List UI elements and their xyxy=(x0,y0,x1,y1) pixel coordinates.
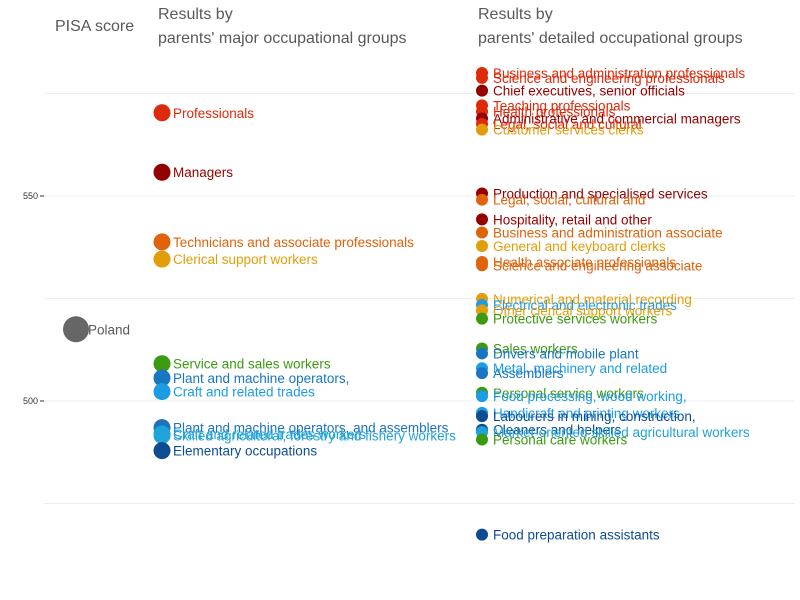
major-group-point xyxy=(153,233,171,251)
detailed-group-point xyxy=(476,259,488,272)
detailed-group-label: Drivers and mobile plant xyxy=(493,346,639,361)
major-group-point xyxy=(153,250,171,268)
major-group-label: Craft and related trades xyxy=(173,385,315,400)
detailed-group-label: Health professionals xyxy=(493,105,616,120)
major-group-label: Technicians and associate professionals xyxy=(173,235,414,250)
major-group-point xyxy=(153,426,171,444)
detailed-group-point xyxy=(476,312,488,325)
detailed-group-point xyxy=(476,347,488,360)
major-group-point xyxy=(153,163,171,181)
major-group-point xyxy=(153,442,171,460)
major-header-line1: Results by xyxy=(158,6,233,23)
detailed-group-label: Science and engineering associate xyxy=(493,258,702,273)
major-group-label: Elementary occupations xyxy=(173,444,317,459)
detailed-group-label: Health associate professionals xyxy=(493,255,676,270)
major-group-label: Skilled agricultural, forestry and fishe… xyxy=(173,428,456,443)
y-tick-label: 500 xyxy=(23,396,38,406)
detailed-group-label: Food processing, wood working, xyxy=(493,389,687,404)
detailed-group-point xyxy=(476,390,488,403)
detailed-group-label: Other clerical support workers xyxy=(493,303,673,318)
detailed-group-point xyxy=(476,84,488,97)
detailed-group-point xyxy=(476,123,488,136)
major-group-label: Craft and related trades workers xyxy=(173,427,366,442)
country-point xyxy=(63,316,89,343)
detailed-group-label: Protective services workers xyxy=(493,312,658,327)
detailed-group-label: Market-oriented skilled agricultural wor… xyxy=(493,425,750,440)
detailed-group-point xyxy=(476,71,488,84)
detailed-group-label: Business and administration associate xyxy=(493,225,723,240)
detailed-group-point xyxy=(476,304,488,317)
detailed-group-label: General and keyboard clerks xyxy=(493,239,666,254)
y-axis-ticks: 500 550 xyxy=(23,191,44,406)
detailed-group-point xyxy=(476,213,488,226)
detailed-group-label: Cleaners and helpers xyxy=(493,423,622,438)
major-group-label: Professionals xyxy=(173,106,254,121)
detailed-group-label: Science and engineering professionals xyxy=(493,71,725,86)
country-label: Poland xyxy=(88,322,130,337)
y-tick-label: 550 xyxy=(23,191,38,201)
major-group-point xyxy=(153,355,171,373)
grid-lines xyxy=(44,93,795,504)
detailed-group-point xyxy=(476,240,488,253)
country-series: Poland xyxy=(63,316,130,343)
major-groups-series: Professionals Managers Technicians and ass… xyxy=(153,104,456,460)
detailed-group-label: Personal service workers xyxy=(493,386,644,401)
detailed-group-point xyxy=(476,433,488,446)
major-group-point xyxy=(153,369,171,387)
detailed-group-label: Labourers in mining, construction, xyxy=(493,409,696,424)
detailed-group-point xyxy=(476,193,488,206)
detailed-group-label: Sales workers xyxy=(493,342,578,357)
detailed-group-label: Personal care workers xyxy=(493,433,628,448)
detailed-header-line1: Results by xyxy=(478,6,553,23)
detailed-group-label: Numerical and material recording xyxy=(493,292,692,307)
detailed-groups-series: Business and administration professional… xyxy=(476,66,750,543)
major-group-label: Service and sales workers xyxy=(173,357,331,372)
detailed-group-label: Handicraft and printing workers xyxy=(493,406,680,421)
axis-header: PISA score xyxy=(55,18,134,35)
detailed-group-point xyxy=(476,367,488,380)
detailed-group-point xyxy=(476,226,488,239)
detailed-group-label: Customer services clerks xyxy=(493,123,644,138)
major-group-point xyxy=(153,104,171,122)
detailed-group-label: Legal, social and cultural xyxy=(493,117,642,132)
detailed-group-point xyxy=(476,528,488,541)
detailed-group-label: Legal, social, cultural and xyxy=(493,193,645,208)
detailed-group-label: Electrical and electronic trades xyxy=(493,298,677,313)
detailed-group-label: Business and administration professional… xyxy=(493,66,745,81)
detailed-group-label: Teaching professionals xyxy=(493,98,631,113)
detailed-group-label: Assemblers xyxy=(493,366,564,381)
major-header-line2: parents' major occupational groups xyxy=(158,30,407,47)
detailed-group-label: Hospitality, retail and other xyxy=(493,212,652,227)
detailed-group-point xyxy=(476,410,488,423)
detailed-group-label: Production and specialised services xyxy=(493,187,708,202)
detailed-group-label: Metal, machinery and related xyxy=(493,361,667,376)
detailed-group-label: Food preparation assistants xyxy=(493,528,660,543)
major-group-label: Clerical support workers xyxy=(173,252,318,267)
column-headers: PISA score Results by parents' major occ… xyxy=(55,6,743,47)
major-group-label: Plant and machine operators, xyxy=(173,371,349,386)
detailed-group-label: Administrative and commercial managers xyxy=(493,112,741,127)
detailed-group-label: Chief executives, senior officials xyxy=(493,84,685,99)
major-group-point xyxy=(153,383,171,401)
detailed-header-line2: parents' detailed occupational groups xyxy=(478,30,743,47)
major-group-label: Managers xyxy=(173,165,233,180)
major-group-label: Plant and machine operators, and assembl… xyxy=(173,421,449,436)
